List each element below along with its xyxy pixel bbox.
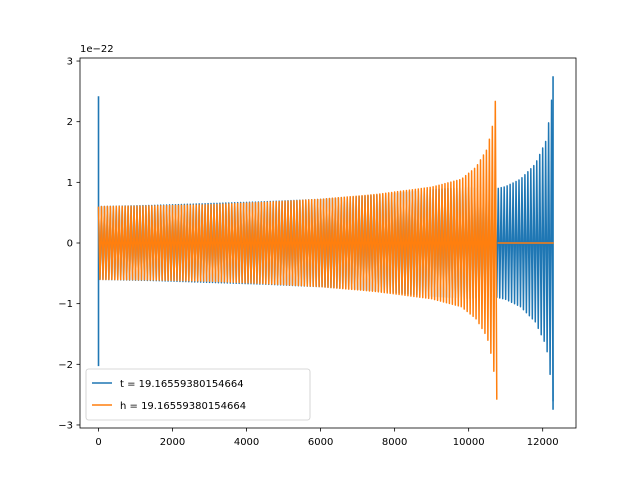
x-tick-label: 2000 — [160, 437, 185, 448]
y-tick-label: −1 — [58, 299, 73, 310]
plot-area — [97, 76, 554, 410]
legend-label: h = 19.16559380154664 — [120, 401, 246, 412]
x-tick-label: 8000 — [382, 437, 407, 448]
x-tick-label: 10000 — [453, 437, 485, 448]
y-tick-label: 3 — [67, 57, 73, 68]
x-tick-label: 0 — [95, 437, 101, 448]
legend-box — [85, 368, 311, 421]
x-tick-label: 4000 — [234, 437, 259, 448]
y-tick-label: −3 — [58, 420, 73, 431]
y-offset-label: 1e−22 — [80, 44, 114, 55]
y-tick-label: 0 — [67, 239, 73, 250]
legend: t = 19.16559380154664 h = 19.165593801546… — [85, 368, 311, 421]
x-tick-label: 12000 — [527, 437, 559, 448]
y-tick-label: 2 — [67, 117, 73, 128]
legend-label: t = 19.16559380154664 — [120, 379, 244, 390]
axis-ticks: 0 2000 4000 6000 8000 10000 12000 −3 −2 −1 0 1 2 3 — [58, 57, 558, 448]
y-tick-label: −2 — [58, 360, 73, 371]
y-tick-label: 1 — [67, 178, 73, 189]
x-tick-label: 6000 — [308, 437, 333, 448]
series-line-h — [97, 100, 498, 400]
